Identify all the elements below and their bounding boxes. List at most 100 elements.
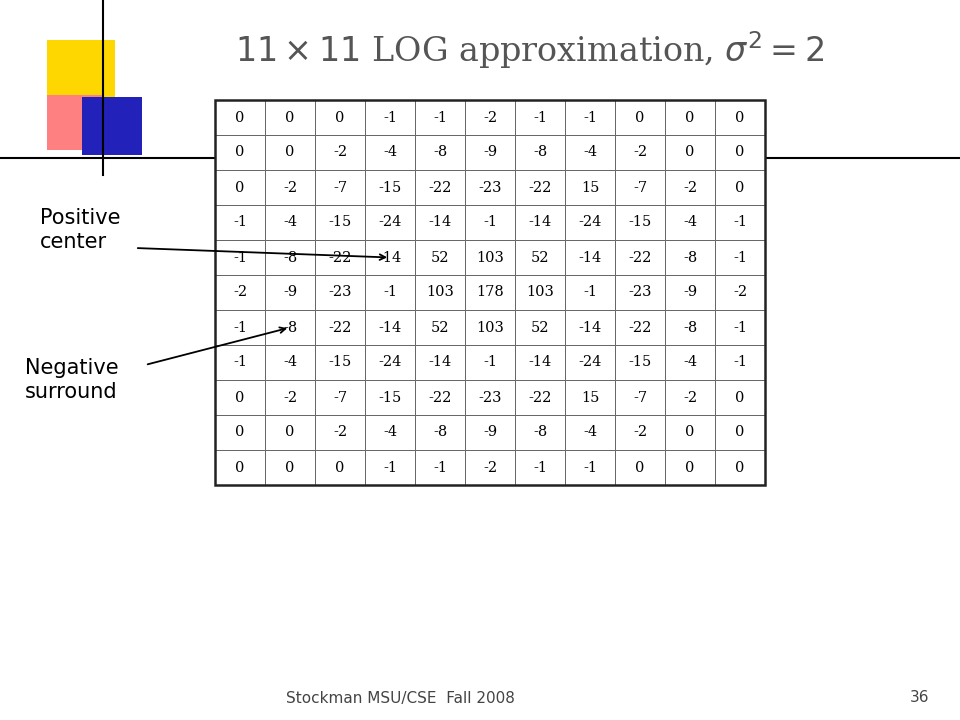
Text: -1: -1 bbox=[533, 461, 547, 474]
Text: 0: 0 bbox=[685, 110, 695, 125]
Bar bbox=[82, 97, 142, 155]
Text: -9: -9 bbox=[483, 145, 497, 160]
Text: -2: -2 bbox=[483, 110, 497, 125]
Bar bbox=[565, 170, 615, 205]
Bar bbox=[515, 380, 565, 415]
Text: 0: 0 bbox=[285, 145, 295, 160]
Bar bbox=[565, 275, 615, 310]
Text: 103: 103 bbox=[476, 320, 504, 335]
Bar bbox=[665, 380, 715, 415]
Bar bbox=[515, 100, 565, 135]
Bar bbox=[47, 95, 102, 150]
Bar bbox=[215, 240, 265, 275]
Bar bbox=[265, 415, 315, 450]
Bar bbox=[415, 170, 465, 205]
Text: 0: 0 bbox=[735, 461, 745, 474]
Bar bbox=[365, 310, 415, 345]
Bar bbox=[415, 380, 465, 415]
Bar bbox=[415, 345, 465, 380]
Bar bbox=[315, 310, 365, 345]
Text: -8: -8 bbox=[533, 145, 547, 160]
Text: -22: -22 bbox=[628, 251, 652, 264]
Bar bbox=[565, 380, 615, 415]
Text: -1: -1 bbox=[583, 461, 597, 474]
Bar bbox=[315, 135, 365, 170]
Bar bbox=[215, 170, 265, 205]
Text: -15: -15 bbox=[328, 215, 351, 230]
Bar bbox=[465, 205, 515, 240]
Bar bbox=[465, 310, 515, 345]
Bar bbox=[215, 380, 265, 415]
Text: -1: -1 bbox=[533, 110, 547, 125]
Text: -1: -1 bbox=[583, 110, 597, 125]
Text: 0: 0 bbox=[335, 110, 345, 125]
Text: -15: -15 bbox=[629, 215, 652, 230]
Bar bbox=[265, 100, 315, 135]
Text: -4: -4 bbox=[383, 145, 397, 160]
Bar bbox=[315, 205, 365, 240]
Text: 103: 103 bbox=[476, 251, 504, 264]
Text: 15: 15 bbox=[581, 390, 599, 405]
Text: -8: -8 bbox=[283, 320, 298, 335]
Text: -2: -2 bbox=[483, 461, 497, 474]
Text: -22: -22 bbox=[328, 251, 351, 264]
Bar bbox=[215, 415, 265, 450]
Bar bbox=[515, 135, 565, 170]
Text: -2: -2 bbox=[633, 145, 647, 160]
Text: -2: -2 bbox=[333, 426, 348, 439]
Text: 52: 52 bbox=[531, 320, 549, 335]
Bar bbox=[615, 205, 665, 240]
Bar bbox=[365, 100, 415, 135]
Bar bbox=[715, 310, 765, 345]
Text: -23: -23 bbox=[478, 390, 502, 405]
Text: -8: -8 bbox=[683, 320, 697, 335]
Bar bbox=[265, 345, 315, 380]
Text: -14: -14 bbox=[378, 320, 401, 335]
Bar bbox=[515, 415, 565, 450]
Bar bbox=[565, 415, 615, 450]
Bar bbox=[415, 205, 465, 240]
Text: -2: -2 bbox=[633, 426, 647, 439]
Bar bbox=[415, 310, 465, 345]
Bar bbox=[665, 310, 715, 345]
Text: 0: 0 bbox=[235, 426, 245, 439]
Bar bbox=[465, 380, 515, 415]
Text: 0: 0 bbox=[335, 461, 345, 474]
Bar bbox=[615, 135, 665, 170]
Bar bbox=[565, 240, 615, 275]
Text: 0: 0 bbox=[735, 110, 745, 125]
Text: Stockman MSU/CSE  Fall 2008: Stockman MSU/CSE Fall 2008 bbox=[285, 690, 515, 706]
Bar bbox=[265, 205, 315, 240]
Text: -1: -1 bbox=[483, 356, 497, 369]
Text: 103: 103 bbox=[526, 286, 554, 300]
Bar bbox=[615, 415, 665, 450]
Bar bbox=[665, 275, 715, 310]
Bar bbox=[715, 415, 765, 450]
Bar bbox=[215, 345, 265, 380]
Text: -2: -2 bbox=[233, 286, 247, 300]
Text: -1: -1 bbox=[233, 320, 247, 335]
Bar bbox=[315, 450, 365, 485]
Bar bbox=[215, 100, 265, 135]
Text: -8: -8 bbox=[433, 426, 447, 439]
Text: -2: -2 bbox=[283, 390, 297, 405]
Bar bbox=[365, 240, 415, 275]
Bar bbox=[665, 205, 715, 240]
Text: -4: -4 bbox=[283, 215, 297, 230]
Bar bbox=[565, 205, 615, 240]
Bar bbox=[515, 240, 565, 275]
Text: -4: -4 bbox=[383, 426, 397, 439]
Text: 0: 0 bbox=[285, 426, 295, 439]
Text: -2: -2 bbox=[683, 181, 697, 194]
Text: -14: -14 bbox=[428, 215, 451, 230]
Text: Positive
center: Positive center bbox=[40, 208, 121, 251]
Bar bbox=[665, 170, 715, 205]
Text: -24: -24 bbox=[578, 356, 602, 369]
Text: -22: -22 bbox=[528, 181, 552, 194]
Text: Negative
surround: Negative surround bbox=[25, 359, 119, 402]
Text: -24: -24 bbox=[378, 356, 401, 369]
Text: -2: -2 bbox=[283, 181, 297, 194]
Bar bbox=[365, 170, 415, 205]
Bar bbox=[465, 450, 515, 485]
Bar bbox=[365, 380, 415, 415]
